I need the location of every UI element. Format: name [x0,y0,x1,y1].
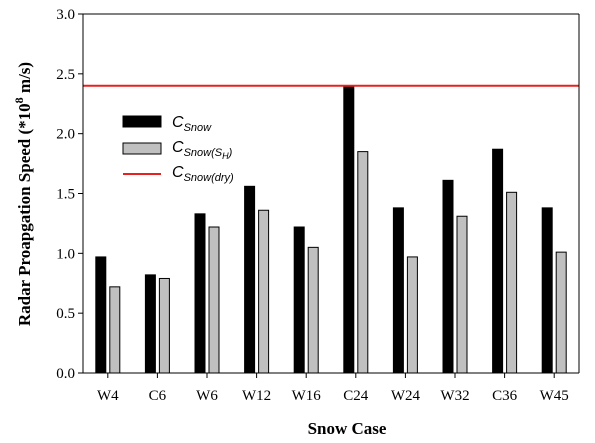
bar-C6-series-1 [144,274,156,374]
bar-W24-series-1 [392,207,404,374]
bar-W6-series-2 [208,226,220,374]
y-tick-label-2.0: 2.0 [56,127,75,143]
x-tick-label-C36: C36 [492,388,518,404]
legend-swatch-c-snow [122,115,162,128]
y-tick-label-1.5: 1.5 [56,187,75,203]
bar-W12-series-1 [244,185,256,374]
x-tick-label-C24: C24 [343,388,369,404]
bar-C24-series-2 [357,151,369,374]
legend: CSnow CSnow(SH) CSnow(dry) [122,114,234,184]
bar-W32-series-2 [456,215,468,374]
bar-W4-series-2 [109,286,121,374]
y-tick-label-0.0: 0.0 [56,366,75,382]
bars-layer [95,85,567,374]
x-tick-label-C6: C6 [149,388,167,404]
legend-label-c-snow-dry: CSnow(dry) [172,164,234,184]
y-axis-title-suffix: m/s) [15,62,34,97]
bar-C36-series-1 [492,148,504,374]
bar-W16-series-2 [307,246,319,374]
legend-swatch-c-snow-sh [122,142,162,155]
y-tick-label-0.5: 0.5 [56,306,75,322]
bar-W6-series-1 [194,213,206,374]
y-tick-label-3.0: 3.0 [56,7,75,23]
x-tick-label-W45: W45 [540,388,569,404]
bar-W32-series-1 [442,179,454,374]
y-axis-title-prefix: Radar Proapgation Speed (*10 [15,103,34,326]
bar-W4-series-1 [95,256,107,374]
bar-C6-series-2 [158,277,170,374]
bar-W12-series-2 [258,209,270,374]
bar-C36-series-2 [506,191,518,374]
legend-label-c-snow: CSnow [172,114,212,134]
bar-W16-series-1 [293,226,305,374]
y-tick-label-2.5: 2.5 [56,67,75,83]
y-axis-title: Radar Proapgation Speed (*108 m/s) [12,62,34,326]
legend-label-c-snow-sh: CSnow(SH) [172,139,233,161]
bar-W45-series-2 [555,251,567,374]
bar-W45-series-1 [541,207,553,374]
x-tick-label-W32: W32 [440,388,469,404]
y-tick-label-1.0: 1.0 [56,246,75,262]
y-axis-title-exponent: 8 [12,97,26,103]
x-tick-label-W16: W16 [292,388,322,404]
x-tick-label-W24: W24 [391,388,421,404]
bar-W24-series-2 [406,256,418,374]
x-axis-title: Snow Case [308,419,387,438]
x-tick-label-W6: W6 [196,388,218,404]
ticks-layer: W4 C6 W6 W12 W16 C24 W24 W32 C36 W45 0.0 0.5 1.0 1.5 2… [56,7,569,404]
bar-C24-series-1 [343,85,355,374]
axes-layer [82,13,580,374]
x-tick-label-W12: W12 [242,388,271,404]
x-tick-label-W4: W4 [97,388,119,404]
